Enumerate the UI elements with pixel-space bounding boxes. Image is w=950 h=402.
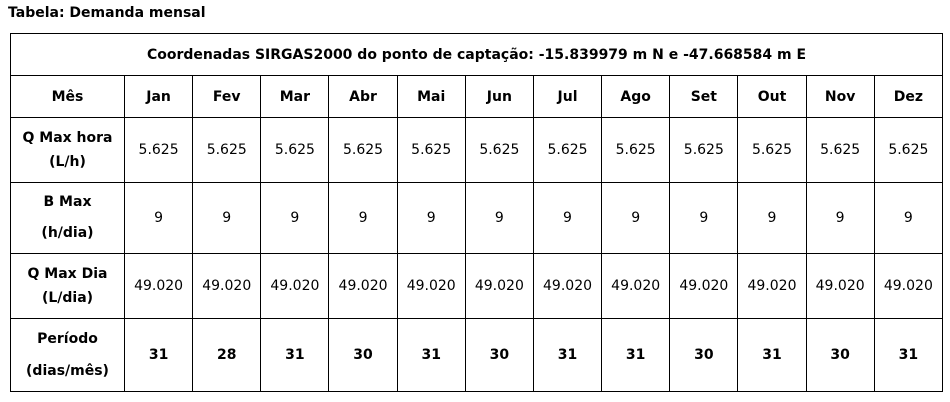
table-cell: 49.020 bbox=[464, 253, 534, 319]
table-cell: 9 bbox=[123, 182, 194, 254]
table-cell: 49.020 bbox=[601, 253, 671, 319]
table-row: Período (dias/mês) 31 28 31 30 31 30 31 … bbox=[10, 318, 944, 392]
row-label-line1: Q Max hora bbox=[22, 129, 113, 146]
table-cell: 5.625 bbox=[669, 117, 739, 183]
table-cell: 5.625 bbox=[805, 117, 875, 183]
table-cell: 49.020 bbox=[805, 253, 875, 319]
header-month: Jan bbox=[123, 75, 194, 118]
table-cell: 49.020 bbox=[532, 253, 603, 319]
table-cell: 9 bbox=[192, 182, 262, 254]
table-cell: 31 bbox=[396, 318, 466, 392]
header-month: Nov bbox=[805, 75, 875, 118]
table-row: B Max (h/dia) 9 9 9 9 9 9 9 9 9 9 9 9 bbox=[10, 182, 944, 254]
table-row: Q Max hora (L/h) 5.625 5.625 5.625 5.625… bbox=[10, 117, 944, 183]
table-cell: 9 bbox=[669, 182, 739, 254]
header-month: Mai bbox=[396, 75, 466, 118]
table-cell: 9 bbox=[873, 182, 944, 254]
header-row: Mês Jan Fev Mar Abr Mai Jun Jul Ago Set … bbox=[10, 75, 944, 118]
row-label-line2: (dias/mês) bbox=[26, 363, 109, 379]
row-label-line2: (L/dia) bbox=[41, 290, 94, 306]
header-month: Jun bbox=[464, 75, 534, 118]
header-month: Mar bbox=[260, 75, 330, 118]
table-cell: 31 bbox=[873, 318, 944, 392]
table-cell: 5.625 bbox=[123, 117, 194, 183]
table-cell: 5.625 bbox=[873, 117, 944, 183]
row-label: B Max (h/dia) bbox=[10, 182, 125, 254]
header-month: Fev bbox=[192, 75, 262, 118]
table-cell: 5.625 bbox=[737, 117, 807, 183]
table-row: Q Max Dia (L/dia) 49.020 49.020 49.020 4… bbox=[10, 253, 944, 319]
table-cell: 49.020 bbox=[328, 253, 398, 319]
header-month: Ago bbox=[601, 75, 671, 118]
table-cell: 49.020 bbox=[737, 253, 807, 319]
row-label: Q Max hora (L/h) bbox=[10, 117, 125, 183]
table-cell: 31 bbox=[260, 318, 330, 392]
coordinates-caption: Coordenadas SIRGAS2000 do ponto de capta… bbox=[10, 33, 943, 76]
row-label-line2: (h/dia) bbox=[41, 225, 94, 241]
header-month: Abr bbox=[328, 75, 398, 118]
table-cell: 28 bbox=[192, 318, 262, 392]
table-title: Tabela: Demanda mensal bbox=[8, 5, 206, 21]
monthly-demand-table: Coordenadas SIRGAS2000 do ponto de capta… bbox=[10, 33, 944, 392]
table-cell: 5.625 bbox=[396, 117, 466, 183]
table-cell: 49.020 bbox=[396, 253, 466, 319]
table-cell: 9 bbox=[601, 182, 671, 254]
header-month: Dez bbox=[873, 75, 944, 118]
row-label-line1: Q Max Dia bbox=[27, 265, 108, 282]
table-cell: 31 bbox=[532, 318, 603, 392]
table-cell: 5.625 bbox=[260, 117, 330, 183]
table-cell: 30 bbox=[464, 318, 534, 392]
row-label-line2: (L/h) bbox=[49, 154, 86, 170]
table-cell: 9 bbox=[737, 182, 807, 254]
header-month: Set bbox=[669, 75, 739, 118]
header-month: Out bbox=[737, 75, 807, 118]
table-cell: 49.020 bbox=[192, 253, 262, 319]
table-cell: 49.020 bbox=[260, 253, 330, 319]
table-cell: 49.020 bbox=[123, 253, 194, 319]
table-cell: 31 bbox=[601, 318, 671, 392]
table-cell: 5.625 bbox=[532, 117, 603, 183]
table-cell: 5.625 bbox=[328, 117, 398, 183]
row-label-line1: B Max bbox=[43, 194, 92, 211]
table-cell: 31 bbox=[123, 318, 194, 392]
table-cell: 30 bbox=[328, 318, 398, 392]
table-cell: 9 bbox=[328, 182, 398, 254]
table-cell: 5.625 bbox=[192, 117, 262, 183]
table-cell: 9 bbox=[396, 182, 466, 254]
row-label: Período (dias/mês) bbox=[10, 318, 125, 392]
row-label: Q Max Dia (L/dia) bbox=[10, 253, 125, 319]
table-cell: 5.625 bbox=[464, 117, 534, 183]
table-cell: 49.020 bbox=[873, 253, 944, 319]
table-cell: 9 bbox=[464, 182, 534, 254]
header-month: Jul bbox=[532, 75, 603, 118]
table-cell: 30 bbox=[669, 318, 739, 392]
table-cell: 9 bbox=[260, 182, 330, 254]
table-cell: 9 bbox=[805, 182, 875, 254]
table-cell: 30 bbox=[805, 318, 875, 392]
row-label-line1: Período bbox=[37, 330, 98, 347]
table-cell: 9 bbox=[532, 182, 603, 254]
table-cell: 31 bbox=[737, 318, 807, 392]
table-cell: 49.020 bbox=[669, 253, 739, 319]
caption-row: Coordenadas SIRGAS2000 do ponto de capta… bbox=[10, 33, 943, 76]
table-cell: 5.625 bbox=[601, 117, 671, 183]
header-month-label: Mês bbox=[10, 75, 125, 118]
